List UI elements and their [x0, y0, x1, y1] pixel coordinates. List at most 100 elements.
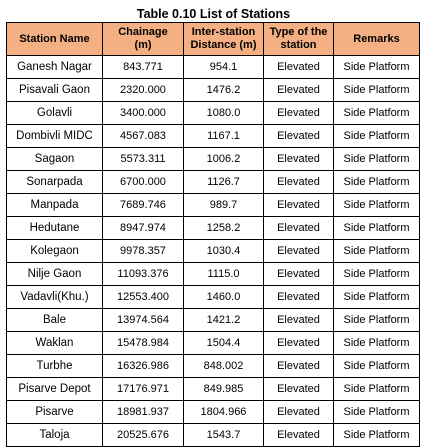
distance-cell: 1006.2 [183, 147, 264, 171]
header-row: Station Name Chainage (m) Inter-station … [6, 22, 420, 56]
chainage-cell: 2320.000 [102, 78, 184, 102]
distance-cell: 1421.2 [183, 308, 264, 332]
remarks-cell: Side Platform [333, 55, 420, 79]
station-type-cell: Elevated [263, 193, 334, 217]
station-type-cell: Elevated [263, 377, 334, 401]
station-name-cell: Waklan [6, 331, 103, 355]
distance-cell: 1504.4 [183, 331, 264, 355]
station-name-cell: Pisavali Gaon [6, 78, 103, 102]
header-chainage: Chainage (m) [102, 22, 184, 56]
chainage-cell: 20525.676 [102, 423, 184, 447]
chainage-cell: 17176.971 [102, 377, 184, 401]
station-name-cell: Dombivli MIDC [6, 124, 103, 148]
chainage-cell: 8947.974 [102, 216, 184, 240]
station-type-cell: Elevated [263, 55, 334, 79]
chainage-cell: 12553.400 [102, 285, 184, 309]
remarks-cell: Side Platform [333, 124, 420, 148]
station-name-cell: Kolegaon [6, 239, 103, 263]
station-name-cell: Taloja [6, 423, 103, 447]
table-caption: Table 0.10 List of Stations [136, 7, 291, 21]
station-name-cell: Sagaon [6, 147, 103, 171]
chainage-cell: 4567.083 [102, 124, 184, 148]
remarks-cell: Side Platform [333, 101, 420, 125]
station-type-cell: Elevated [263, 354, 334, 378]
chainage-cell: 3400.000 [102, 101, 184, 125]
station-name-cell: Pisarve [6, 400, 103, 424]
station-type-cell: Elevated [263, 285, 334, 309]
table-row: Waklan 15478.984 1504.4 Elevated Side Platfo… [6, 331, 420, 355]
table-row: Pisarve Depot 17176.971 849.985 Elevated Sid… [6, 377, 420, 401]
chainage-cell: 843.771 [102, 55, 184, 79]
chainage-cell: 13974.564 [102, 308, 184, 332]
station-type-cell: Elevated [263, 170, 334, 194]
distance-cell: 1115.0 [183, 262, 264, 286]
header-distance-line2: Distance (m) [190, 39, 257, 51]
table-row: Golavli 3400.000 1080.0 Elevated Side Platfo… [6, 101, 420, 125]
header-station-type: Type of the station [263, 22, 334, 56]
station-name-cell: Turbhe [6, 354, 103, 378]
header-chainage-line1: Chainage [118, 26, 168, 38]
station-name-cell: Manpada [6, 193, 103, 217]
station-type-cell: Elevated [263, 216, 334, 240]
stations-table: Station Name Chainage (m) Inter-station … [6, 22, 420, 447]
table-body: Ganesh Nagar 843.771 954.1 Elevated Side Pla… [6, 55, 420, 447]
remarks-cell: Side Platform [333, 147, 420, 171]
table-row: Nilje Gaon 11093.376 1115.0 Elevated Side Pl… [6, 262, 420, 286]
station-type-cell: Elevated [263, 239, 334, 263]
header-station-name: Station Name [6, 22, 103, 56]
chainage-cell: 6700.000 [102, 170, 184, 194]
remarks-cell: Side Platform [333, 423, 420, 447]
station-name-cell: Pisarve Depot [6, 377, 103, 401]
distance-cell: 1126.7 [183, 170, 264, 194]
header-type-line1: Type of the [269, 26, 328, 38]
distance-cell: 1543.7 [183, 423, 264, 447]
chainage-cell: 7689.746 [102, 193, 184, 217]
station-type-cell: Elevated [263, 147, 334, 171]
station-name-cell: Vadavli(Khu.) [6, 285, 103, 309]
table-row: Pisavali Gaon 2320.000 1476.2 Elevated Side … [6, 78, 420, 102]
station-type-cell: Elevated [263, 331, 334, 355]
table-row: Sagaon 5573.311 1006.2 Elevated Side Platfor… [6, 147, 420, 171]
distance-cell: 849.985 [183, 377, 264, 401]
chainage-cell: 5573.311 [102, 147, 184, 171]
remarks-cell: Side Platform [333, 354, 420, 378]
header-remarks: Remarks [333, 22, 420, 56]
remarks-cell: Side Platform [333, 331, 420, 355]
distance-cell: 1167.1 [183, 124, 264, 148]
chainage-cell: 15478.984 [102, 331, 184, 355]
header-station-name-label: Station Name [19, 32, 90, 45]
table-row: Manpada 7689.746 989.7 Elevated Side Platfor… [6, 193, 420, 217]
distance-cell: 1080.0 [183, 101, 264, 125]
station-type-cell: Elevated [263, 308, 334, 332]
remarks-cell: Side Platform [333, 377, 420, 401]
station-name-cell: Ganesh Nagar [6, 55, 103, 79]
station-type-cell: Elevated [263, 400, 334, 424]
table-row: Vadavli(Khu.) 12553.400 1460.0 Elevated Side… [6, 285, 420, 309]
header-distance-line1: Inter-station [191, 26, 256, 38]
table-row: Ganesh Nagar 843.771 954.1 Elevated Side Pla… [6, 55, 420, 79]
station-name-cell: Hedutane [6, 216, 103, 240]
distance-cell: 1476.2 [183, 78, 264, 102]
remarks-cell: Side Platform [333, 193, 420, 217]
station-name-cell: Bale [6, 308, 103, 332]
header-inter-station-distance: Inter-station Distance (m) [183, 22, 264, 56]
chainage-cell: 11093.376 [102, 262, 184, 286]
distance-cell: 1460.0 [183, 285, 264, 309]
distance-cell: 989.7 [183, 193, 264, 217]
station-name-cell: Golavli [6, 101, 103, 125]
station-type-cell: Elevated [263, 423, 334, 447]
remarks-cell: Side Platform [333, 216, 420, 240]
header-chainage-line2: (m) [134, 39, 152, 51]
table-row: Dombivli MIDC 4567.083 1167.1 Elevated Side … [6, 124, 420, 148]
distance-cell: 1258.2 [183, 216, 264, 240]
distance-cell: 1030.4 [183, 239, 264, 263]
station-name-cell: Sonarpada [6, 170, 103, 194]
station-type-cell: Elevated [263, 262, 334, 286]
remarks-cell: Side Platform [333, 308, 420, 332]
header-remarks-label: Remarks [353, 32, 400, 45]
remarks-cell: Side Platform [333, 285, 420, 309]
chainage-cell: 9978.357 [102, 239, 184, 263]
chainage-cell: 16326.986 [102, 354, 184, 378]
remarks-cell: Side Platform [333, 170, 420, 194]
chainage-cell: 18981.937 [102, 400, 184, 424]
